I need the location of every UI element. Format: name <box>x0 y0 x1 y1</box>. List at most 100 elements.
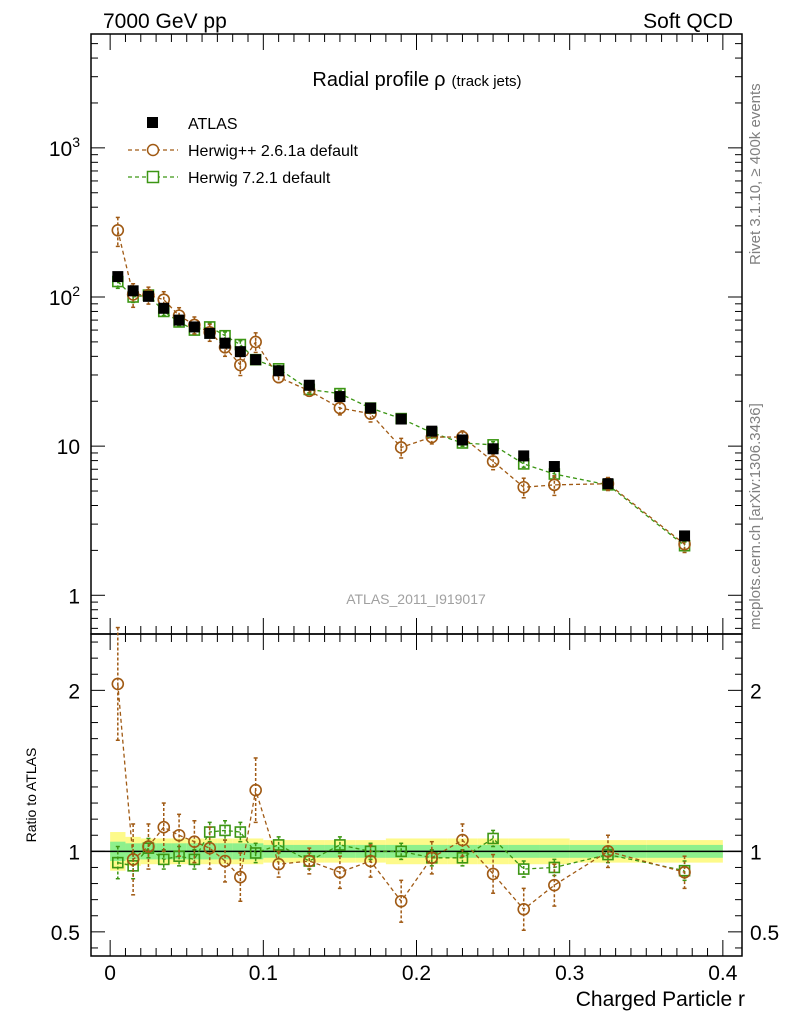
x-tick-label: 0.2 <box>402 962 431 985</box>
x-tick-label: 0.1 <box>249 962 278 985</box>
main-atlas-point <box>679 530 691 542</box>
main-herwigpp-point <box>333 401 347 415</box>
ratio-herwigpp-point <box>394 894 408 908</box>
tick-base: 10 <box>49 287 72 310</box>
main-atlas-point <box>548 461 560 473</box>
main-atlas-point <box>426 425 438 437</box>
ratio-panel: 0 0.1 0.2 0.3 0.4 0.5 0.5 1 1 2 2 <box>51 626 779 985</box>
main-atlas-point <box>334 391 346 403</box>
main-atlas-point <box>158 302 170 314</box>
x-axis-label: Charged Particle r <box>576 988 745 1011</box>
ratio-herwig7-line <box>117 829 685 872</box>
ratio-herwigpp-point <box>157 820 171 834</box>
main-atlas-point <box>112 271 124 283</box>
main-atlas-point <box>127 285 139 297</box>
header-right: Soft QCD <box>643 10 733 33</box>
legend: ATLAS Herwig++ 2.6.1a default Herwig 7.2… <box>128 116 358 187</box>
ratio-herwigpp-point <box>218 854 232 868</box>
ratio-herwig7-point <box>272 839 285 851</box>
main-atlas-point <box>250 354 262 366</box>
main-herwigpp-point <box>249 335 262 349</box>
ratio-herwigpp-point <box>333 865 347 879</box>
ratio-herwig7-point <box>157 853 170 866</box>
main-atlas-point <box>219 337 231 349</box>
tick-exponent: 3 <box>72 134 80 150</box>
ratio-herwigpp-point <box>425 851 439 865</box>
main-atlas-point <box>303 379 315 391</box>
x-tick-label: 0.3 <box>555 962 584 985</box>
ratio-herwigpp-line <box>117 683 685 911</box>
main-y-tick-label: 10 <box>57 436 80 459</box>
ratio-herwigpp-point <box>234 870 247 884</box>
ratio-herwigpp-point <box>126 853 140 866</box>
main-herwigpp-point <box>517 480 531 494</box>
main-atlas-point <box>234 346 246 358</box>
x-tick-label: 0 <box>104 962 116 985</box>
main-herwigpp-point <box>234 358 247 372</box>
title-suffix: (track jets) <box>452 73 522 90</box>
analysis-watermark: ATLAS_2011_I919017 <box>346 591 486 607</box>
legend-atlas-marker <box>147 117 158 128</box>
ratio-herwigpp-point <box>172 828 186 842</box>
main-y-tick-label: 1 <box>68 585 80 608</box>
main-atlas-point <box>365 402 377 414</box>
main-y-tick-label: 102 <box>49 283 80 310</box>
x-tick-label: 0.4 <box>708 962 738 985</box>
ratio-herwigpp-point <box>188 835 201 848</box>
ratio-herwigpp-point <box>302 854 316 868</box>
main-herwigpp-point <box>111 224 125 237</box>
title-symbol: ρ <box>434 69 445 91</box>
legend-herwig7-marker <box>146 170 160 184</box>
legend-herwig7-label: Herwig 7.2.1 default <box>188 170 331 187</box>
ratio-herwig7-point <box>234 826 247 838</box>
title-text: Radial profile <box>312 69 429 91</box>
legend-herwigpp-label: Herwig++ 2.6.1a default <box>188 143 358 160</box>
main-atlas-point <box>142 290 154 302</box>
main-herwig7-line <box>117 281 685 547</box>
ratio-y-tick-label-right: 2 <box>750 680 762 703</box>
ratio-herwigpp-point <box>486 867 500 881</box>
tick-exponent: 2 <box>72 283 80 299</box>
ratio-frame <box>90 633 743 957</box>
main-y-tick-label: 103 <box>49 134 80 161</box>
ratio-herwigpp-point <box>111 677 125 691</box>
ratio-herwigpp-point <box>601 845 615 858</box>
ratio-herwigpp-point <box>548 878 561 892</box>
main-atlas-point <box>487 443 499 455</box>
ratio-herwig7-point <box>487 832 499 845</box>
main-herwigpp-point <box>486 455 500 468</box>
ratio-herwig7-point <box>188 853 201 866</box>
mcplots-label: mcplots.cern.ch [arXiv:1306.3436] <box>747 403 764 630</box>
main-title: Radial profile ρ (track jets) <box>312 69 521 91</box>
ratio-herwig7-point <box>249 847 262 859</box>
ratio-herwig7-point <box>517 863 530 875</box>
header-left: 7000 GeV pp <box>103 10 227 33</box>
ratio-y-tick-label-right: 1 <box>750 841 762 864</box>
ratio-herwigpp-point <box>517 903 531 916</box>
main-atlas-point <box>456 434 468 446</box>
ratio-herwigpp-point <box>249 783 262 797</box>
ratio-herwigpp-point <box>364 854 377 868</box>
rivet-label: Rivet 3.1.10, ≥ 400k events <box>747 83 764 265</box>
main-atlas-point <box>273 365 285 377</box>
main-herwigpp-point <box>548 478 561 492</box>
main-atlas-point <box>173 314 185 326</box>
ratio-y-tick-label-left: 1 <box>68 841 80 864</box>
main-herwigpp-point <box>394 441 408 454</box>
ratio-herwig7-point <box>334 839 346 851</box>
ratio-herwigpp-point <box>203 841 217 855</box>
legend-herwigpp-marker <box>146 143 160 157</box>
ratio-herwig7-point <box>219 824 231 837</box>
main-atlas-point <box>188 321 200 333</box>
main-atlas-point <box>395 413 407 425</box>
ratio-herwigpp-point <box>678 865 691 879</box>
ratio-herwig7-point <box>112 856 124 869</box>
ratio-y-tick-label-left: 2 <box>68 680 80 703</box>
main-atlas-point <box>204 327 216 339</box>
ratio-herwigpp-point <box>272 857 285 871</box>
ratio-herwigpp-point <box>456 833 469 847</box>
legend-atlas-label: ATLAS <box>188 116 238 133</box>
ratio-herwig7-point <box>548 861 561 874</box>
